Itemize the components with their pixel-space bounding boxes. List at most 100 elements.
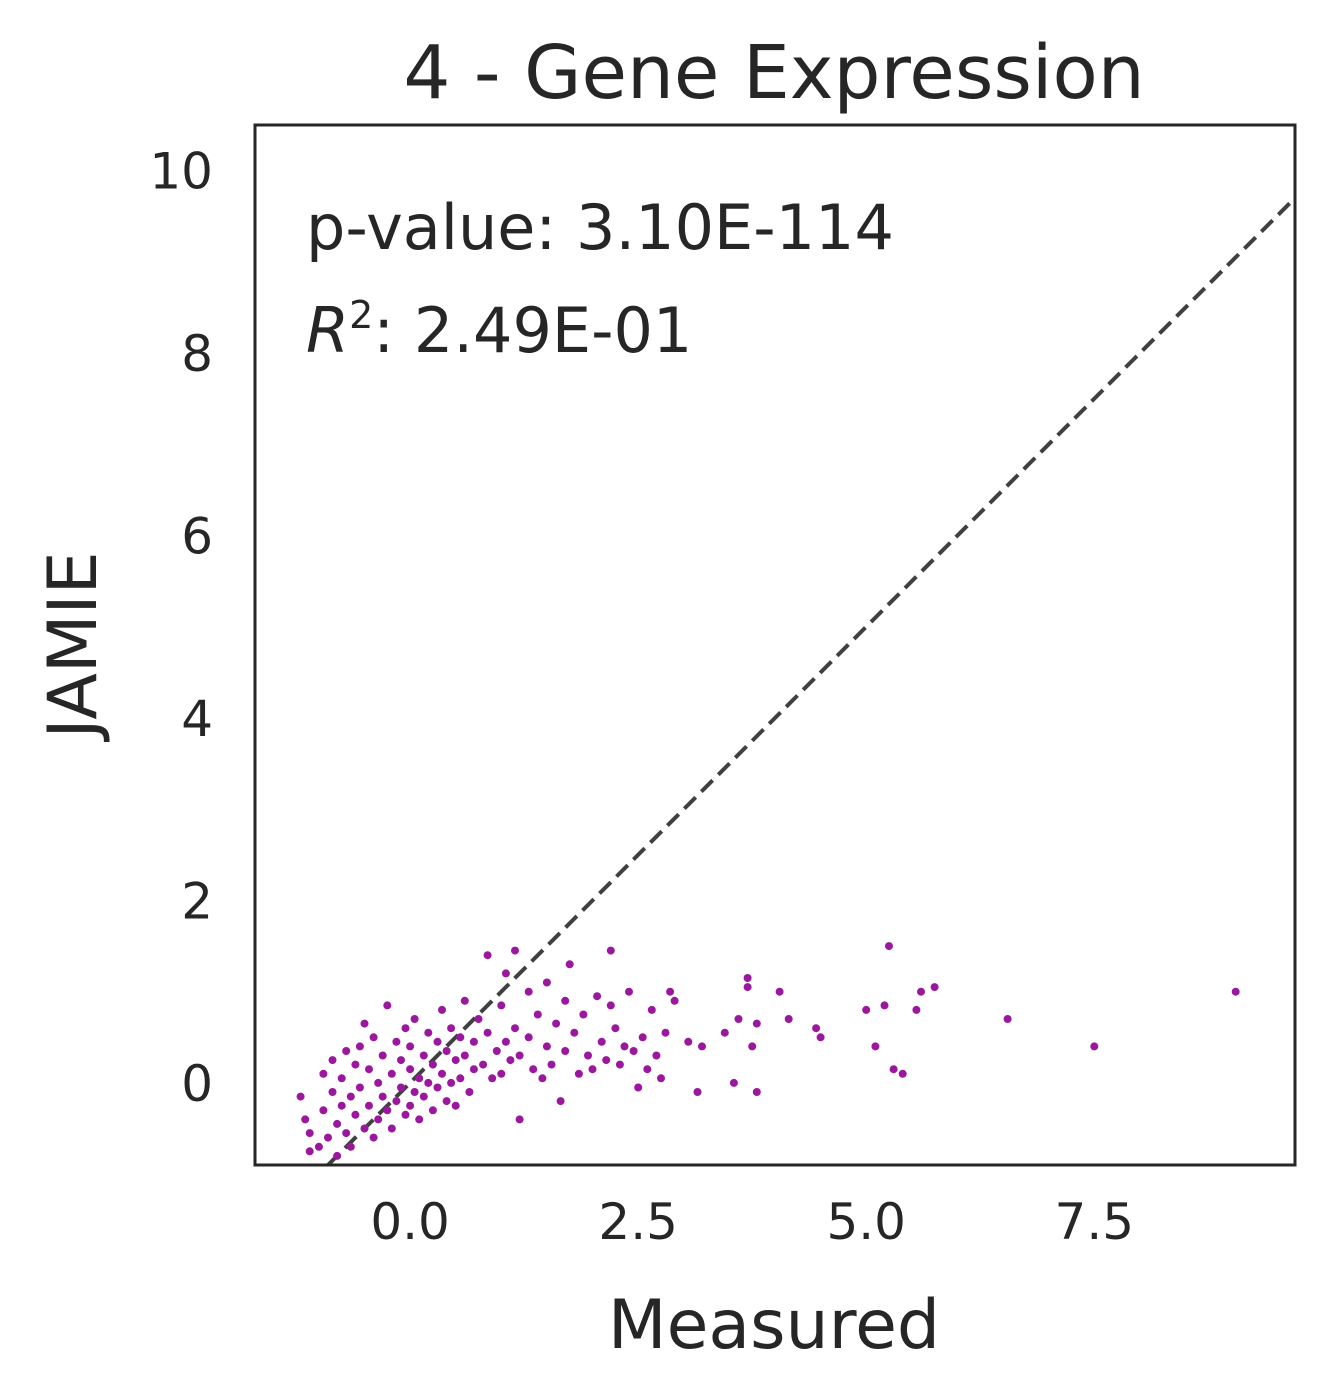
y-axis-label: JAMIE: [34, 551, 113, 742]
data-point: [360, 1019, 369, 1028]
data-point: [410, 1015, 419, 1023]
data-point: [424, 1078, 433, 1087]
data-point: [392, 1037, 401, 1046]
data-point: [460, 996, 469, 1005]
data-point: [871, 1042, 880, 1051]
data-point: [351, 1060, 360, 1069]
data-point: [497, 1001, 506, 1010]
data-point: [333, 1151, 342, 1160]
data-point: [912, 1005, 921, 1014]
data-point: [629, 1047, 638, 1055]
identity-reference-line: [326, 196, 1297, 1167]
data-point: [301, 1115, 310, 1124]
data-point: [652, 1051, 661, 1060]
data-point: [588, 1065, 597, 1074]
data-point: [460, 1051, 469, 1060]
data-point: [748, 1042, 757, 1051]
data-point: [428, 1060, 437, 1069]
data-point: [561, 1047, 570, 1055]
data-point: [752, 1019, 761, 1028]
points-layer: [296, 942, 1240, 1160]
data-point: [369, 1033, 378, 1042]
r2-superscript: 2: [349, 293, 373, 337]
data-point: [552, 1019, 561, 1028]
data-point: [643, 1065, 652, 1074]
x-tick-label: 7.5: [1055, 1193, 1135, 1251]
data-point: [410, 1088, 419, 1096]
y-tick-label: 0: [181, 1055, 213, 1113]
data-point: [1231, 987, 1240, 996]
data-point: [387, 1069, 396, 1078]
data-point: [369, 1133, 378, 1142]
data-point: [880, 1001, 889, 1010]
data-point: [406, 1042, 415, 1051]
data-point: [474, 1015, 483, 1023]
data-point: [342, 1129, 351, 1138]
data-point: [483, 951, 492, 960]
data-point: [374, 1078, 383, 1087]
data-point: [657, 1074, 665, 1083]
data-point: [465, 1088, 474, 1096]
x-axis-label: Measured: [608, 1286, 940, 1365]
y-tick-label: 10: [149, 143, 213, 201]
data-point: [305, 1147, 314, 1156]
data-point: [355, 1042, 364, 1051]
data-point: [602, 1056, 611, 1065]
data-point: [456, 1074, 465, 1083]
data-point: [401, 1024, 410, 1033]
data-point: [305, 1129, 314, 1138]
data-point: [729, 1078, 738, 1087]
data-point: [533, 1010, 542, 1019]
data-point: [511, 1024, 519, 1033]
data-point: [442, 1097, 451, 1106]
data-point: [593, 992, 602, 1001]
data-point: [597, 1037, 606, 1046]
x-tick-label: 2.5: [598, 1193, 678, 1251]
data-point: [319, 1069, 328, 1078]
data-point: [625, 987, 633, 996]
data-point: [319, 1106, 328, 1115]
data-point: [492, 1047, 501, 1055]
data-point: [365, 1065, 373, 1074]
data-point: [351, 1110, 360, 1119]
plot-frame: [255, 125, 1295, 1165]
data-point: [501, 969, 510, 978]
data-point: [337, 1074, 346, 1083]
data-point: [634, 1083, 643, 1092]
data-point: [346, 1092, 355, 1101]
data-point: [611, 1024, 620, 1033]
data-point: [406, 1065, 415, 1074]
data-point: [574, 1069, 583, 1078]
data-point: [328, 1056, 337, 1065]
data-point: [333, 1119, 342, 1128]
data-point: [378, 1092, 387, 1101]
data-point: [542, 978, 551, 987]
data-point: [885, 942, 893, 951]
data-point: [374, 1115, 383, 1124]
data-point: [684, 1037, 693, 1046]
data-point: [1090, 1042, 1099, 1051]
y-tick-label: 6: [181, 508, 213, 566]
data-point: [415, 1115, 424, 1124]
data-point: [930, 983, 939, 992]
x-tick-label: 0.0: [370, 1193, 450, 1251]
data-point: [428, 1106, 437, 1115]
data-point: [584, 1051, 592, 1060]
r2-value: : 2.49E-01: [373, 294, 692, 367]
data-point: [324, 1133, 332, 1142]
y-tick-label: 2: [181, 872, 213, 930]
data-point: [447, 1078, 456, 1087]
data-point: [917, 987, 925, 996]
data-point: [743, 983, 752, 992]
data-point: [397, 1083, 405, 1092]
data-point: [401, 1110, 410, 1119]
x-axis-ticks: 0.0 2.5 5.0 7.5: [370, 1193, 1134, 1251]
data-point: [542, 1042, 551, 1051]
data-point: [579, 1010, 588, 1019]
data-point: [561, 996, 570, 1005]
plot-border: [253, 123, 1297, 1167]
data-point: [556, 1097, 565, 1106]
data-point: [392, 1097, 401, 1106]
data-point: [606, 946, 615, 955]
